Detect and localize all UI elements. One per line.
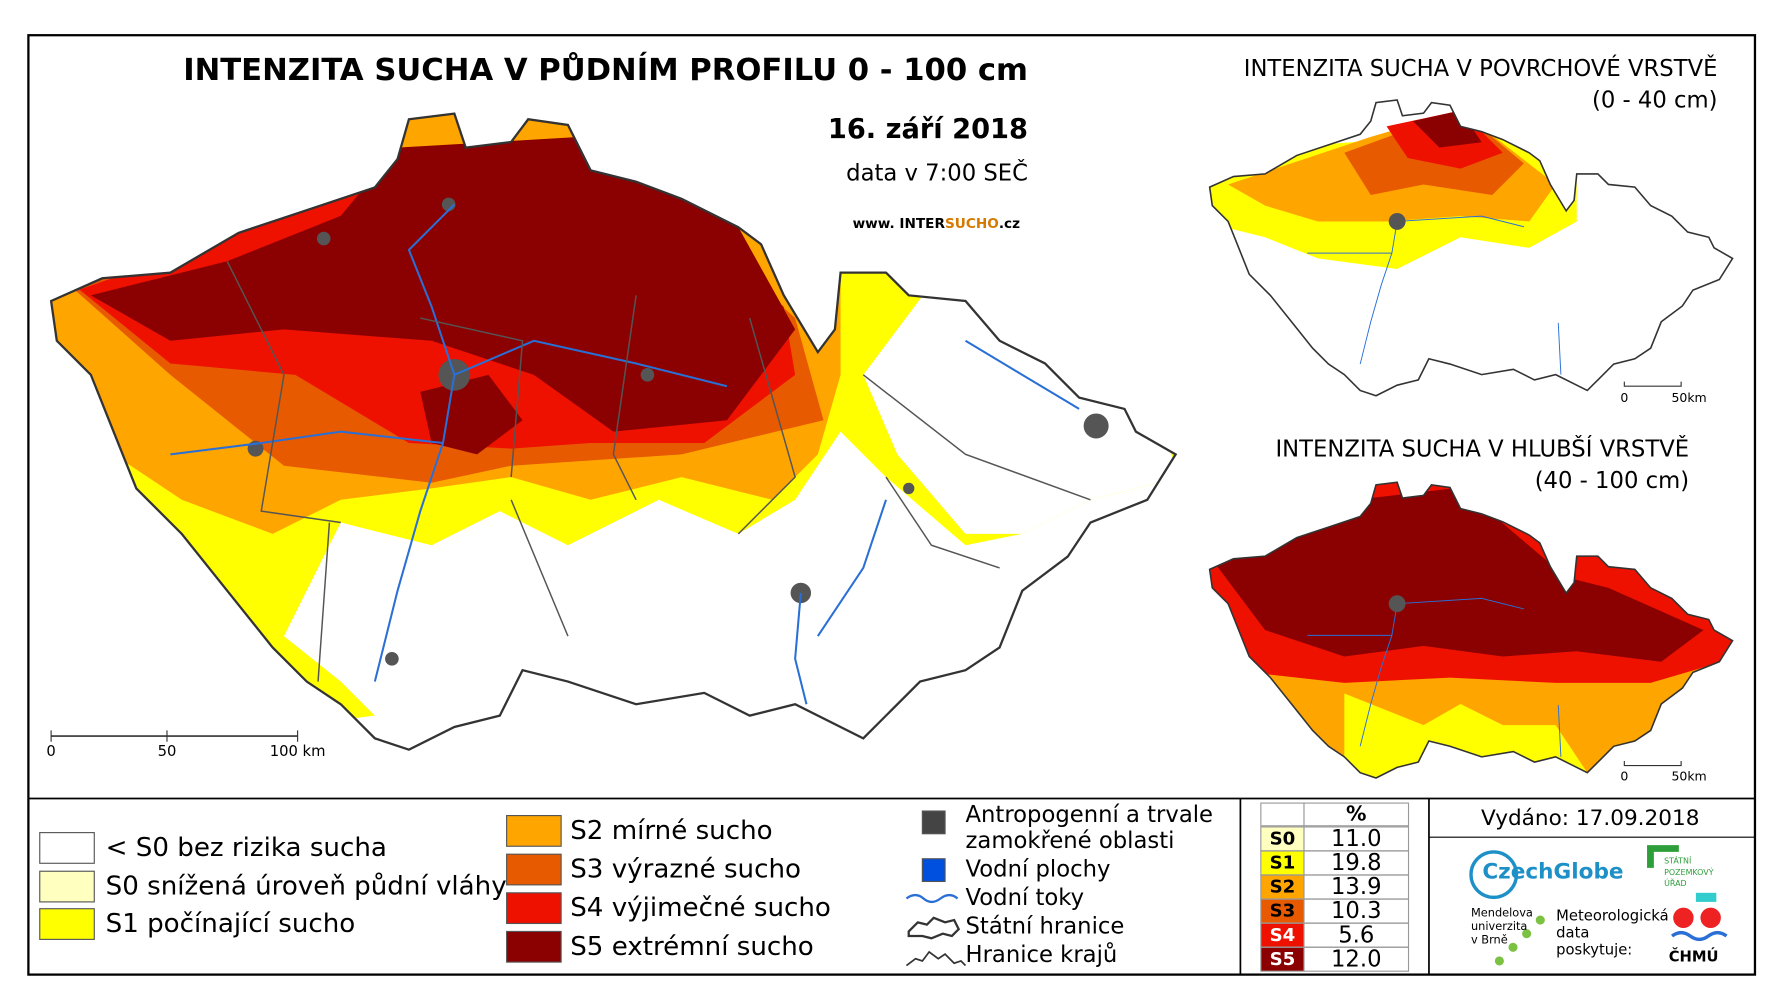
table-class: S2 [1270,877,1296,898]
swatch [921,810,946,835]
legend-entry: Státní hranice [966,913,1125,939]
legend-entry: S3 výrazné sucho [570,855,801,885]
swatch [39,908,95,940]
data-time: data v 7:00 SEČ [846,158,1028,186]
scale-label: 50km [1671,768,1706,783]
logo-chmu: ČHMÚ [1669,948,1719,966]
table-cell [1260,802,1305,827]
swatch [506,930,562,963]
swatch [39,870,95,903]
logo-mark [1469,850,1519,900]
logo-mendel: univerzita [1471,919,1527,933]
inset-title: INTENZITA SUCHA V HLUBŠÍ VRSTVĚ [1275,434,1689,462]
logo-spu: ÚŘAD [1664,877,1687,888]
legend-entry: Vodní plochy [966,857,1111,883]
table-class: S5 [1270,949,1296,970]
table-value: 12.0 [1331,946,1382,972]
title: INTENZITA SUCHA V PŮDNÍM PROFILU 0 - 100… [183,51,1028,88]
inset-depth: (0 - 40 cm) [1592,88,1718,114]
table-class: S4 [1270,925,1296,946]
swatch [39,832,95,864]
rivers [1307,215,1562,375]
zone-none [863,283,1176,534]
scale-line [1623,761,1682,767]
inset-depth: (40 - 100 cm) [1535,468,1689,494]
urban-areas [247,197,1109,666]
scale-label: 50km [1671,390,1706,405]
scale-label: 50 [158,743,177,760]
legend-entry: S5 extrémní sucho [570,932,814,962]
table-class: S3 [1270,901,1296,922]
scale-line [1623,381,1682,387]
website-part: .cz [999,216,1020,232]
legend-entry: Antropogenní a trvale [966,802,1214,828]
table-cell [1303,802,1410,827]
region-borders [226,260,1091,682]
urban-area [640,368,655,382]
legend-entry: S0 snížená úroveň půdní vláhy [106,872,507,902]
swatch [506,853,562,886]
scale-bar [50,730,299,742]
logo-mark [1494,915,1545,966]
border-symbol [907,916,961,940]
logo-meteo: Meteorologická [1556,908,1668,925]
swatch [506,892,562,925]
legend-entry: Hranice krajů [966,941,1118,968]
urban-area [316,231,331,246]
legend-entry: S4 výjimečné sucho [570,893,831,923]
zone-s5 [1217,487,1704,662]
logo-mark [1647,845,1679,868]
logo-meteo: data [1556,925,1589,942]
issued-date: Vydáno: 17.09.2018 [1481,806,1699,831]
table-value: 13.9 [1331,874,1382,900]
inset-title: INTENZITA SUCHA V POVRCHOVÉ VRSTVĚ [1244,54,1718,82]
scale-label: 0 [1620,390,1628,405]
table-cell [1303,946,1410,972]
website-part: www. INTER [853,216,946,232]
inset-scale-bars [1623,381,1682,767]
urban-area [1083,413,1109,439]
legend-entry: S2 mírné sucho [570,816,772,846]
urban-area [1388,212,1406,230]
table-value: 19.8 [1331,850,1382,876]
logo-spu: POZEMKOVÝ [1664,866,1714,877]
scale-label: 0 [46,743,55,760]
legend-swatches [39,810,946,963]
logo-mendel: Mendelova [1471,905,1533,919]
urban-area [1388,595,1406,613]
legend-entry: Vodní toky [966,885,1085,911]
website: www. INTERSUCHO.cz [853,216,1021,232]
website-part: SUCHO [945,216,999,232]
urban-area [385,652,399,666]
scale-label: 100 km [270,743,326,760]
logo-czechglobe: CzechGlobe [1482,859,1623,884]
date: 16. září 2018 [828,114,1028,145]
table-value: 5.6 [1338,922,1374,948]
table-header: % [1346,801,1366,825]
swatch [506,815,562,847]
zone-s5 [90,136,796,455]
logo-meteo: poskytuje: [1556,942,1632,959]
table-class: S0 [1270,828,1296,849]
river-symbol [905,893,959,904]
region-symbol [905,950,967,967]
table-value: 10.3 [1331,898,1382,924]
urban-area [903,482,915,495]
table-class: S1 [1270,853,1296,874]
logo-mendel: v Brně [1471,933,1508,947]
logo-mark [1671,892,1728,942]
table-value: 11.0 [1331,826,1382,852]
legend-entry: S1 počínající sucho [106,909,356,939]
legend-entry: zamokřené oblasti [966,828,1175,854]
percent-table: % S0 11.0 S1 19.8 S2 13.9 S3 10.3 S4 5.6 S5 12.0 [1260,801,1410,972]
rivers [170,203,1080,705]
logo-spu: STÁTNÍ [1664,855,1692,866]
swatch [921,858,946,883]
rivers [1307,597,1562,757]
scale-label: 0 [1620,768,1628,783]
legend-entry: < S0 bez rizika sucha [106,833,387,863]
main-map [51,113,1176,750]
